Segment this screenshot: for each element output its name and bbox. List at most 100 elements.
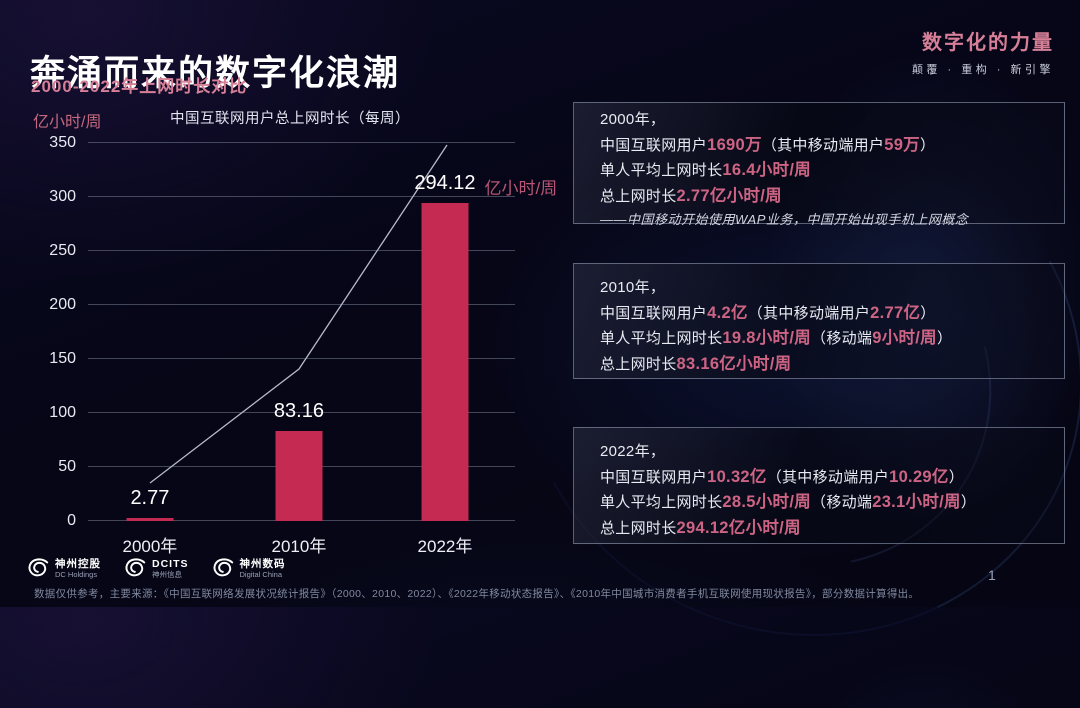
y-axis-tick-label: 100 <box>49 404 76 421</box>
highlighted-stat: 4.2亿 <box>707 303 748 322</box>
info-line: 2010年， <box>600 276 1048 301</box>
highlighted-stat: 28.5小时/周 <box>722 493 812 511</box>
highlighted-stat: 83.16亿小时/周 <box>676 354 792 373</box>
info-note: ——中国移动开始使用WAP业务，中国开始出现手机上网概念 <box>600 212 969 227</box>
page-subtitle: 2000-2022年上网时长对比 <box>31 77 248 96</box>
info-text: 中国互联网用户 <box>600 304 708 322</box>
info-line: 中国互联网用户10.32亿（其中移动端用户10.29亿） <box>600 465 1048 491</box>
info-text: （移动端 <box>811 330 873 347</box>
bar-value: 2.77 <box>130 487 170 509</box>
page-number: 1 <box>988 567 996 583</box>
info-box-2000: 2000年， 中国互联网用户1690万（其中移动端用户59万） 单人平均上网时长16… <box>573 102 1065 227</box>
brand-title: 数字化的力量 <box>922 32 1054 54</box>
gridline <box>88 358 515 359</box>
y-axis-unit-label: 亿小时/周 <box>33 114 102 131</box>
info-text: 总上网时长 <box>600 519 677 537</box>
info-text: （其中移动端用户 <box>766 468 890 486</box>
info-text: 总上网时长 <box>600 187 677 205</box>
plot-area: 0 50 100 150 200 250 300 350 2.77 2000年 83.16 2010年… <box>49 134 557 556</box>
bar-column-2010年: 83.16 <box>274 143 324 521</box>
info-text: （其中移动端用户 <box>747 304 871 322</box>
logo-secondary-name: 神州信息 <box>152 569 182 579</box>
digital-china-swirl-icon <box>213 558 233 577</box>
bar-value: 83.16 <box>273 400 324 423</box>
logo-text: 神州数码 Digital China <box>240 558 286 579</box>
page-title: 奔涌而来的数字化浪潮 <box>30 54 401 94</box>
brand-tagline: 颠覆 · 重构 · 新引擎 <box>911 64 1054 76</box>
logo-secondary-name: Digital China <box>239 569 283 579</box>
highlighted-stat: 16.4小时/周 <box>722 161 812 179</box>
gridline <box>88 142 515 143</box>
info-text: 2022年， <box>600 443 666 460</box>
data-source-footnote: 数据仅供参考，主要来源：《中国互联网络发展状况统计报告》（2000、2010、2… <box>34 588 920 600</box>
y-axis-tick-label: 0 <box>67 512 76 529</box>
logo-primary-name: 神州控股 <box>55 557 101 570</box>
bar <box>421 203 469 521</box>
info-line: 中国互联网用户1690万（其中移动端用户59万） <box>600 133 1048 159</box>
info-text: 单人平均上网时长 <box>600 330 723 347</box>
logo-primary-name: DCITS <box>152 557 189 570</box>
bar-chart: 亿小时/周 中国互联网用户总上网时长（每周） 0 50 100 150 200 250 30… <box>30 100 565 570</box>
highlighted-stat: 10.32亿 <box>707 467 767 486</box>
info-line: 单人平均上网时长16.4小时/周 <box>600 158 1048 184</box>
info-text: 总上网时长 <box>600 355 677 373</box>
y-axis-tick-label: 300 <box>49 188 76 205</box>
highlighted-stat: 2.77亿小时/周 <box>676 186 782 205</box>
logo-secondary-name: DC Holdings <box>55 569 98 579</box>
y-axis-tick-label: 50 <box>58 458 76 475</box>
bar-value: 294.12 <box>414 172 476 195</box>
bar-column-2000年: 2.77 <box>126 143 174 521</box>
highlighted-stat: 19.8小时/周 <box>722 329 812 347</box>
info-text: ） <box>948 468 965 486</box>
info-text: 2000年， <box>600 111 666 128</box>
highlighted-stat: 294.12亿小时/周 <box>676 518 801 537</box>
company-logo: 神州数码 Digital China <box>211 556 286 580</box>
bar-column-2022年: 294.12 亿小时/周 <box>414 143 557 521</box>
company-logo: DCITS 神州信息 <box>123 556 189 580</box>
digital-china-swirl-icon <box>125 558 146 577</box>
info-text: 单人平均上网时长 <box>600 162 723 179</box>
info-line: 总上网时长2.77亿小时/周 <box>600 184 1048 210</box>
x-axis-tick-label: 2000年 <box>122 537 178 556</box>
info-text: 中国互联网用户 <box>600 136 708 154</box>
footer-logos: 神州控股 DC Holdings DCITS 神州信息 神州数码 Digital Chin… <box>26 556 286 580</box>
bar-value-label: 83.16 <box>274 400 324 423</box>
bar <box>275 431 323 521</box>
info-text: 2010年， <box>600 279 666 296</box>
company-logo: 神州控股 DC Holdings <box>26 556 101 580</box>
info-line: 单人平均上网时长28.5小时/周（移动端23.1小时/周） <box>600 490 1048 516</box>
info-box-2010: 2010年， 中国互联网用户4.2亿（其中移动端用户2.77亿） 单人平均上网时长1… <box>573 263 1065 379</box>
highlighted-stat: 9小时/周 <box>872 329 937 347</box>
logo-text: 神州控股 DC Holdings <box>55 558 101 579</box>
info-text: 单人平均上网时长 <box>600 494 723 511</box>
highlighted-stat: 59万 <box>884 135 920 154</box>
y-axis-tick-label: 250 <box>49 242 76 259</box>
chart-title: 中国互联网用户总上网时长（每周） <box>170 111 410 127</box>
highlighted-stat: 1690万 <box>707 135 762 154</box>
info-text: ） <box>920 304 936 322</box>
info-text: 中国互联网用户 <box>600 468 708 486</box>
info-text: ） <box>920 136 936 154</box>
info-line: 2022年， <box>600 440 1048 465</box>
y-axis-tick-label: 200 <box>49 296 76 313</box>
info-text: （其中移动端用户 <box>761 136 885 154</box>
digital-china-swirl-icon <box>28 558 49 577</box>
info-line: 中国互联网用户4.2亿（其中移动端用户2.77亿） <box>600 301 1048 327</box>
gridline <box>88 412 515 413</box>
y-axis-tick-label: 350 <box>49 134 76 151</box>
info-line: 总上网时长294.12亿小时/周 <box>600 516 1048 542</box>
highlighted-stat: 23.1小时/周 <box>872 493 961 511</box>
info-line: 单人平均上网时长19.8小时/周（移动端9小时/周） <box>600 326 1048 352</box>
highlighted-stat: 10.29亿 <box>889 467 949 486</box>
brand-block: 数字化的力量 颠覆 · 重构 · 新引擎 <box>912 26 1054 77</box>
info-line: 总上网时长83.16亿小时/周 <box>600 352 1048 378</box>
bar-value-label: 2.77 <box>130 487 169 510</box>
info-box-2022: 2022年， 中国互联网用户10.32亿（其中移动端用户10.29亿） 单人平均上网… <box>573 427 1065 544</box>
logo-text: DCITS 神州信息 <box>152 558 189 579</box>
bar <box>126 518 174 521</box>
bar-value-label: 294.12 亿小时/周 <box>414 172 557 198</box>
info-line: 2000年， <box>600 108 1048 133</box>
gridline <box>88 196 515 197</box>
y-axis-tick-label: 150 <box>49 350 76 367</box>
info-text: （移动端 <box>811 494 873 511</box>
